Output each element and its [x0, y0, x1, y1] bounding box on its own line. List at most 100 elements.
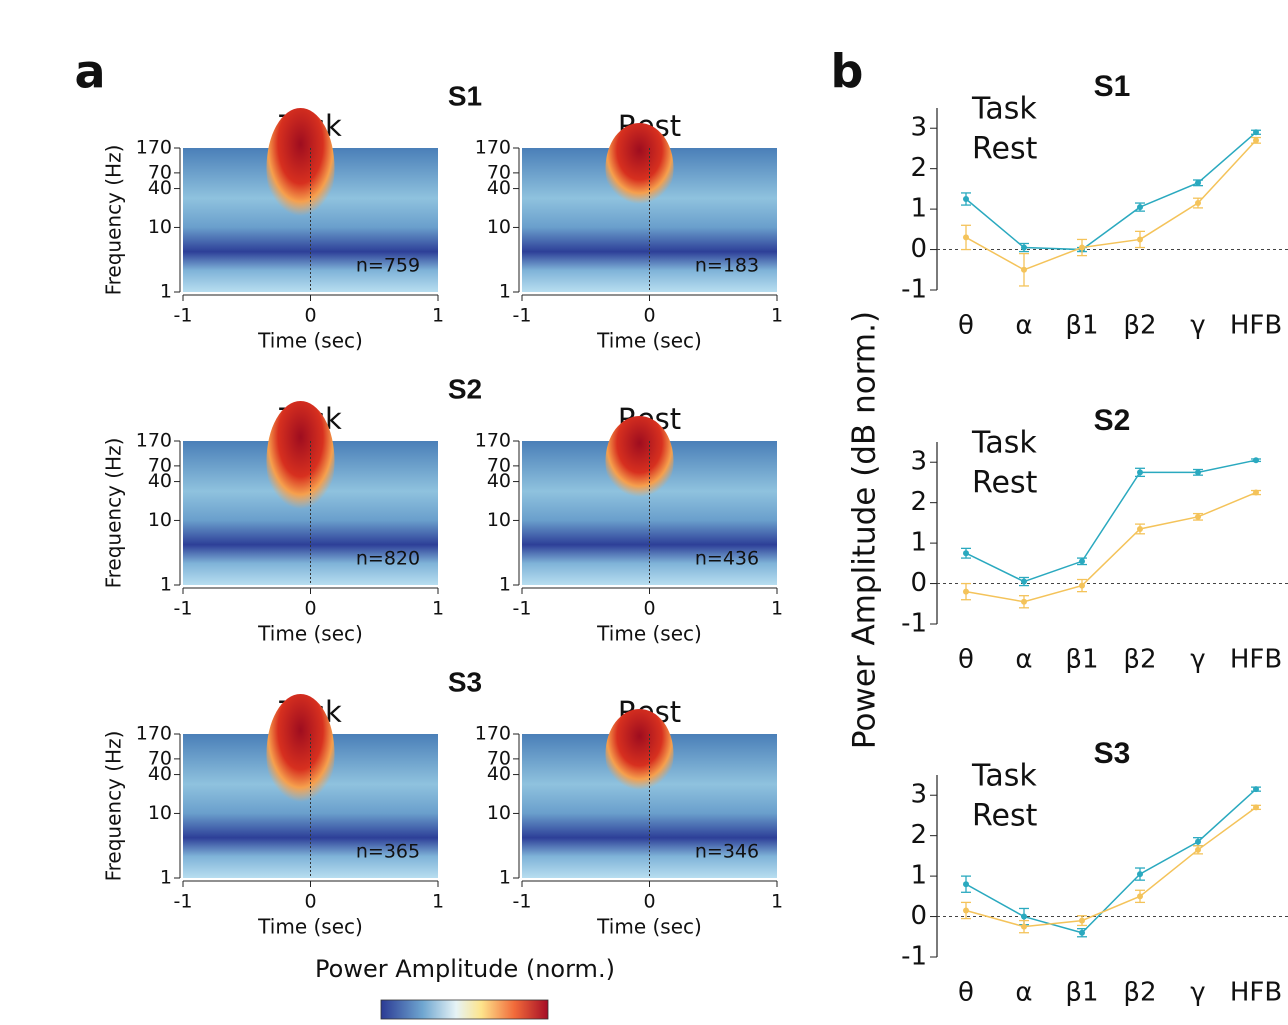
spectrogram-hot [605, 416, 674, 506]
x-tick-label: HFB [1230, 645, 1282, 675]
x-tick-label: 1 [771, 598, 783, 620]
series-line [965, 459, 1257, 583]
legend-entry: Rest [972, 466, 1038, 501]
y-axis-label: Frequency (Hz) [102, 145, 126, 296]
y-tick-label: 2 [910, 487, 927, 517]
data-point [1195, 838, 1201, 845]
y-axis-label: Frequency (Hz) [102, 438, 126, 589]
x-tick-label: α [1015, 311, 1032, 341]
legend-entry: Rest [972, 132, 1038, 167]
y-tick-label: 1 [160, 574, 172, 596]
series-line [965, 131, 1257, 251]
x-tick-label: HFB [1230, 311, 1282, 341]
y-tick-label: 1 [160, 281, 172, 303]
data-point [963, 907, 969, 914]
x-tick-label: -1 [174, 598, 193, 620]
data-point [1253, 786, 1259, 793]
row-title: S2 [448, 373, 482, 404]
y-tick-label: 70 [148, 747, 172, 769]
x-tick-label: 1 [432, 305, 444, 327]
data-point [1195, 179, 1201, 186]
y-tick-label: -1 [901, 275, 927, 305]
data-point [1137, 525, 1143, 532]
x-tick-label: 0 [643, 305, 655, 327]
y-tick-label: 10 [148, 802, 172, 824]
x-tick-label: -1 [174, 891, 193, 913]
x-tick-label: HFB [1230, 978, 1282, 1008]
x-tick-label: -1 [513, 891, 532, 913]
x-tick-label: 0 [304, 598, 316, 620]
x-tick-label: θ [958, 978, 974, 1008]
spectrogram-hot [605, 123, 674, 213]
x-axis-label: Time (sec) [257, 622, 363, 646]
series-line [965, 139, 1257, 271]
x-tick-label: β1 [1065, 978, 1098, 1008]
x-axis-label: Time (sec) [257, 329, 363, 353]
spectrogram-hot [266, 108, 335, 228]
spectrogram-hot [605, 709, 674, 799]
count-label: n=183 [695, 255, 759, 277]
data-point [1021, 266, 1027, 273]
y-tick-label: 170 [136, 430, 172, 452]
data-point [1079, 929, 1085, 936]
data-point [1137, 871, 1143, 878]
data-point [1195, 513, 1201, 520]
data-point [963, 550, 969, 557]
x-tick-label: β2 [1123, 978, 1156, 1008]
series-line [965, 491, 1257, 603]
chart-title: S3 [1094, 737, 1131, 770]
x-tick-label: γ [1190, 978, 1205, 1008]
data-point [1253, 457, 1259, 464]
data-point [1079, 558, 1085, 565]
data-point [1137, 893, 1143, 900]
x-tick-label: 0 [643, 598, 655, 620]
legend-entry: Task [971, 92, 1037, 127]
x-tick-label: 1 [432, 891, 444, 913]
x-tick-label: θ [958, 645, 974, 675]
y-tick-label: 1 [910, 528, 927, 558]
x-axis-label: Time (sec) [596, 915, 702, 939]
y-tick-label: 70 [148, 161, 172, 183]
panel-label: b [831, 45, 864, 99]
x-tick-label: 1 [771, 305, 783, 327]
y-tick-label: 10 [148, 216, 172, 238]
y-tick-label: 70 [487, 747, 511, 769]
y-tick-label: 40 [148, 470, 172, 492]
data-point [1195, 469, 1201, 476]
y-tick-label: 10 [487, 509, 511, 531]
x-tick-label: α [1015, 978, 1032, 1008]
legend-entry: Task [971, 759, 1037, 794]
data-point [963, 588, 969, 595]
y-tick-label: -1 [901, 942, 927, 972]
data-point [1021, 578, 1027, 585]
y-tick-label: 3 [910, 447, 927, 477]
data-point [1021, 244, 1027, 251]
y-tick-label: 0 [910, 568, 927, 598]
count-label: n=759 [356, 255, 420, 277]
y-tick-label: 40 [148, 763, 172, 785]
legend-entry: Rest [972, 799, 1038, 834]
x-tick-label: β2 [1123, 645, 1156, 675]
x-tick-label: β2 [1123, 311, 1156, 341]
chart-title: S1 [1094, 70, 1131, 103]
data-point [1079, 582, 1085, 589]
data-point [1079, 244, 1085, 251]
y-tick-label: 40 [487, 763, 511, 785]
data-point [1137, 236, 1143, 243]
x-tick-label: 0 [304, 891, 316, 913]
y-tick-label: 2 [910, 820, 927, 850]
y-tick-label: 10 [487, 802, 511, 824]
row-title: S3 [448, 666, 482, 697]
x-tick-label: α [1015, 645, 1032, 675]
y-tick-label: 170 [475, 723, 511, 745]
spectrogram-hot [266, 401, 335, 521]
x-tick-label: γ [1190, 311, 1205, 341]
y-tick-label: 0 [910, 901, 927, 931]
y-tick-label: 3 [910, 113, 927, 143]
y-tick-label: 0 [910, 234, 927, 264]
x-tick-label: γ [1190, 645, 1205, 675]
data-point [963, 196, 969, 202]
data-point [963, 881, 969, 888]
y-tick-label: 70 [148, 454, 172, 476]
